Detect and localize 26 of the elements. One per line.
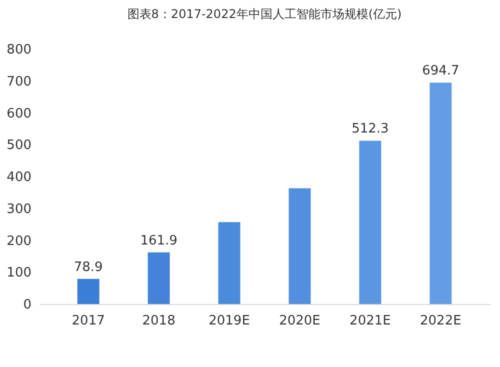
y-tick-label: 100 [6, 266, 32, 281]
x-tick-label: 2019E [208, 314, 250, 328]
bar [77, 278, 100, 304]
y-tick-label: 800 [6, 42, 32, 58]
y-tick-label: 700 [6, 74, 32, 90]
bar [218, 222, 240, 304]
bar [359, 140, 382, 304]
chart-title: 图表8：2017-2022年中国人工智能市场规模(亿元) [127, 7, 402, 21]
bar [430, 82, 452, 304]
y-tick-label: 600 [6, 106, 32, 122]
y-tick-label: 300 [6, 202, 32, 217]
x-tick-label: 2021E [350, 314, 391, 328]
bar [148, 252, 170, 304]
data-label: 78.9 [74, 260, 103, 275]
y-tick-label: 400 [6, 170, 32, 185]
x-tick-label: 2020E [279, 314, 320, 328]
x-tick-label: 2022E [420, 314, 462, 328]
x-tick-label: 2018 [142, 314, 176, 328]
data-label: 161.9 [140, 233, 178, 248]
y-tick-label: 500 [6, 138, 32, 154]
bar [288, 188, 311, 304]
y-tick-label: 200 [6, 234, 32, 249]
data-label: 694.7 [422, 64, 460, 79]
x-tick-label: 2017 [72, 314, 105, 328]
y-tick-label: 0 [23, 298, 32, 312]
data-label: 512.3 [352, 122, 389, 137]
